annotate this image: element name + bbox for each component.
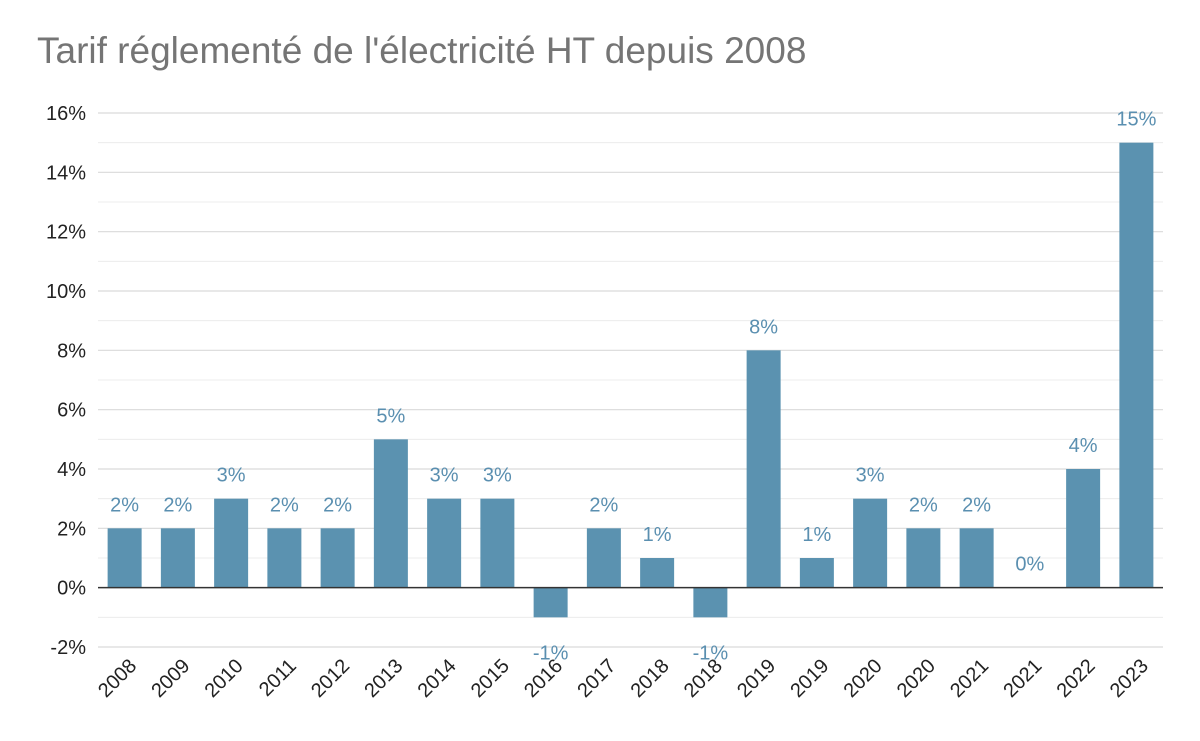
- bar: [267, 528, 302, 588]
- bar: [853, 498, 888, 588]
- data-label: 1%: [802, 524, 831, 546]
- bar: [1119, 142, 1154, 588]
- bar: [160, 528, 195, 588]
- bar: [320, 528, 355, 588]
- data-label: -1%: [693, 642, 729, 664]
- chart-title: Tarif réglementé de l'électricité HT dep…: [37, 30, 807, 71]
- bar: [480, 498, 515, 588]
- y-tick-label: 4%: [57, 459, 86, 481]
- bar: [427, 498, 462, 588]
- y-tick-label: 8%: [57, 340, 86, 362]
- data-label: 2%: [323, 494, 352, 516]
- x-tick-label: 2008: [94, 655, 141, 702]
- x-tick-label: 2020: [893, 655, 940, 702]
- bar: [959, 528, 994, 588]
- data-label: 2%: [962, 494, 991, 516]
- bar: [586, 528, 621, 588]
- y-tick-label: 12%: [46, 222, 86, 244]
- y-tick-label: 0%: [57, 578, 86, 600]
- bar: [1066, 469, 1101, 588]
- y-tick-label: 2%: [57, 518, 86, 540]
- x-tick-label: 2021: [946, 655, 993, 702]
- data-label: 3%: [217, 465, 246, 487]
- data-label: 5%: [376, 405, 405, 427]
- x-tick-label: 2019: [786, 655, 833, 702]
- x-tick-label: 2021: [999, 655, 1046, 702]
- data-label: 3%: [483, 465, 512, 487]
- y-tick-label: 14%: [46, 162, 86, 184]
- x-tick-label: 2018: [627, 655, 674, 702]
- data-label: 2%: [163, 494, 192, 516]
- x-tick-label: 2022: [1053, 655, 1100, 702]
- data-label: -1%: [533, 642, 569, 664]
- bar: [906, 528, 941, 588]
- bar: [107, 528, 142, 588]
- x-tick-label: 2009: [147, 655, 194, 702]
- x-tick-label: 2023: [1106, 655, 1153, 702]
- data-label: 2%: [589, 494, 618, 516]
- bar: [533, 587, 568, 618]
- data-label: 3%: [856, 465, 885, 487]
- bar: [799, 558, 834, 588]
- data-label: 8%: [749, 316, 778, 338]
- x-tick-label: 2014: [414, 655, 461, 702]
- x-tick-label: 2010: [201, 655, 248, 702]
- data-label: 4%: [1069, 435, 1098, 457]
- x-tick-label: 2011: [255, 655, 301, 701]
- data-label: 2%: [110, 494, 139, 516]
- x-tick-label: 2020: [840, 655, 887, 702]
- y-tick-label: -2%: [50, 637, 86, 659]
- x-tick-label: 2017: [573, 655, 620, 702]
- data-label: 2%: [909, 494, 938, 516]
- x-tick-label: 2013: [360, 655, 407, 702]
- data-label: 3%: [430, 465, 459, 487]
- data-label: 15%: [1116, 109, 1156, 131]
- bar: [640, 558, 675, 588]
- bar: [693, 587, 728, 618]
- y-tick-label: 16%: [46, 103, 86, 125]
- bar: [373, 439, 408, 588]
- x-tick-label: 2012: [307, 655, 354, 702]
- y-tick-label: 10%: [46, 281, 86, 303]
- y-tick-label: 6%: [57, 400, 86, 422]
- x-tick-label: 2019: [733, 655, 780, 702]
- data-label: 0%: [1015, 554, 1044, 576]
- bar: [746, 350, 781, 588]
- x-tick-label: 2015: [467, 655, 514, 702]
- bar: [214, 498, 249, 588]
- data-label: 2%: [270, 494, 299, 516]
- data-label: 1%: [643, 524, 672, 546]
